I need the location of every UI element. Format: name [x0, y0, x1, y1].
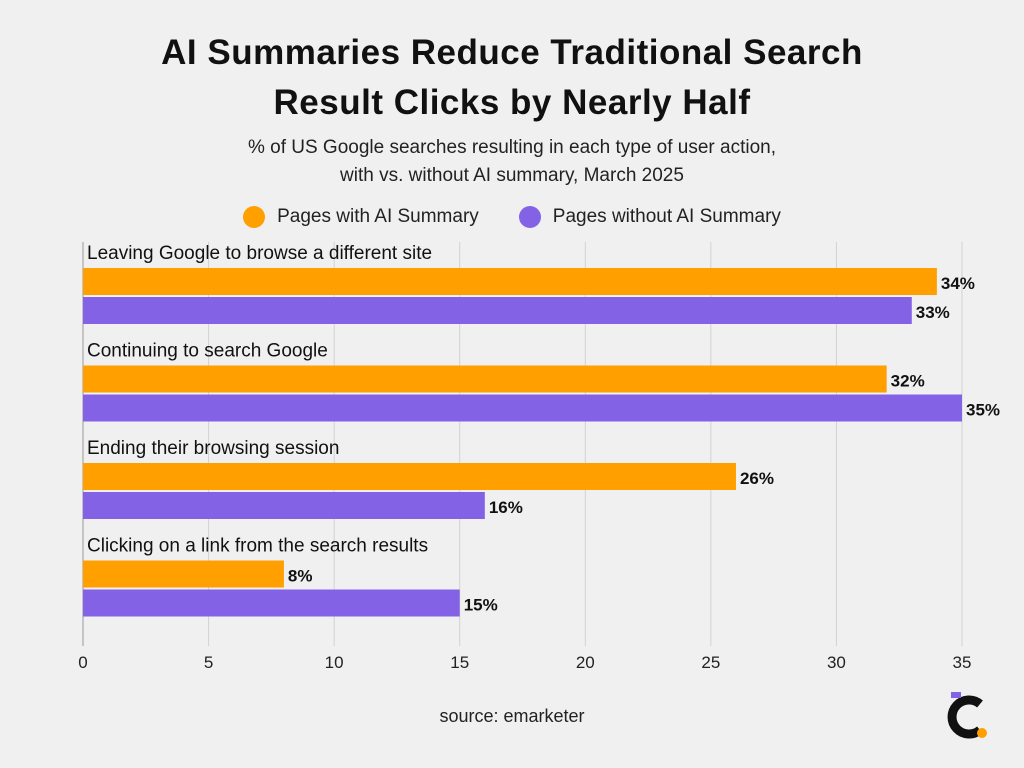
x-tick-label: 25 — [701, 653, 720, 672]
x-tick-label: 5 — [204, 653, 213, 672]
data-label: 33% — [916, 303, 950, 322]
bar — [83, 560, 284, 588]
brand-logo-icon — [947, 692, 987, 739]
category-label: Leaving Google to browse a different sit… — [87, 243, 432, 264]
x-tick-label: 10 — [325, 653, 344, 672]
legend-item-with-ai: Pages with AI Summary — [243, 206, 479, 228]
legend-label-with-ai: Pages with AI Summary — [277, 206, 479, 227]
data-label: 16% — [489, 498, 523, 517]
data-label: 35% — [966, 401, 1000, 420]
data-label: 32% — [891, 372, 925, 391]
legend-label-without-ai: Pages without AI Summary — [552, 206, 781, 227]
x-tick-label: 15 — [450, 653, 469, 672]
bar — [83, 463, 736, 490]
subtitle-line-1: % of US Google searches resulting in eac… — [247, 137, 777, 158]
bar — [83, 394, 962, 422]
source-note: source: emarketer — [439, 706, 585, 726]
x-tick-label: 0 — [78, 653, 87, 672]
legend-item-without-ai: Pages without AI Summary — [518, 206, 781, 228]
title-line-2: Result Clicks by Nearly Half — [273, 83, 751, 122]
chart-subtitle: % of US Google searches resulting in eac… — [0, 134, 1024, 190]
data-label: 34% — [941, 274, 975, 293]
legend-swatch-without-ai — [518, 206, 541, 228]
x-tick-label: 30 — [827, 653, 846, 672]
title-line-1: AI Summaries Reduce Traditional Search — [161, 33, 863, 72]
x-tick-label: 20 — [576, 653, 595, 672]
legend-swatch-with-ai — [243, 206, 266, 228]
data-label: 8% — [288, 567, 313, 586]
bar — [83, 268, 937, 295]
legend: Pages with AI Summary Pages without AI S… — [0, 202, 1024, 232]
category-label: Continuing to search Google — [87, 341, 328, 362]
data-label: 26% — [740, 469, 774, 488]
bar — [83, 492, 485, 519]
x-tick-label: 35 — [953, 653, 972, 672]
subtitle-line-2: with vs. without AI summary, March 2025 — [340, 165, 684, 186]
chart-title: AI Summaries Reduce Traditional Search R… — [0, 28, 1024, 128]
category-label: Clicking on a link from the search resul… — [87, 536, 428, 557]
bar — [83, 365, 887, 393]
bar — [83, 297, 912, 324]
category-label: Ending their browsing session — [87, 438, 339, 459]
data-label: 15% — [464, 596, 498, 615]
bar — [83, 589, 460, 617]
